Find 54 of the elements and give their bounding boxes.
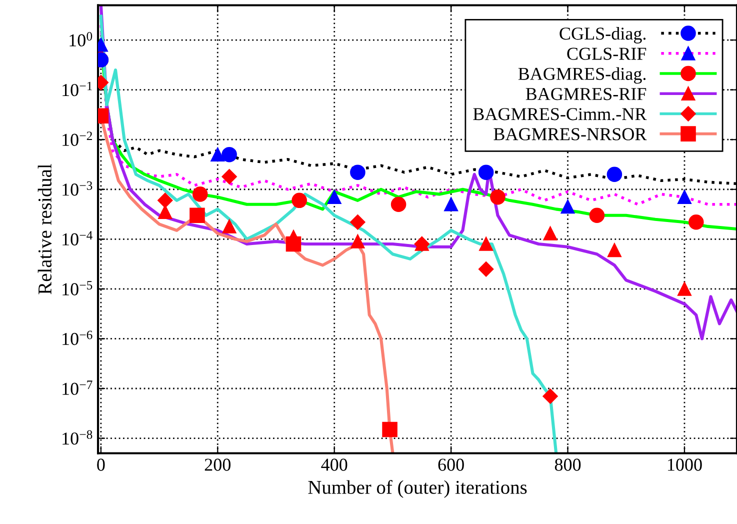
y-tick-label: 10$^{−1}$ — [62, 82, 92, 96]
point — [606, 166, 622, 182]
point — [560, 200, 575, 214]
x-tick-label: 800 — [554, 458, 581, 471]
point — [444, 197, 458, 212]
point — [589, 208, 605, 224]
point — [222, 169, 237, 184]
point — [350, 164, 366, 180]
legend-label: CGLS-RIF — [567, 48, 646, 60]
line-series — [100, 24, 737, 206]
point — [543, 226, 558, 240]
legend-label: BAGMRES-RIF — [526, 88, 646, 100]
point — [382, 422, 398, 438]
point — [158, 192, 173, 208]
legend-label: BAGMRES-NRSOR — [494, 128, 647, 140]
line-series — [99, 5, 737, 340]
point — [190, 208, 205, 224]
y-tick-label: 10$^{−2}$ — [62, 132, 92, 146]
point — [478, 262, 494, 277]
x-tick-label: 0 — [97, 458, 105, 471]
point — [688, 214, 704, 230]
legend-label: CGLS-diag. — [560, 27, 646, 44]
point — [158, 205, 172, 220]
x-axis-title: Number of (outer) iterations — [308, 480, 527, 498]
y-axis-title: Relative residual — [38, 164, 52, 294]
x-tick-label: 400 — [321, 458, 348, 471]
point — [390, 196, 406, 212]
point — [479, 237, 494, 251]
point — [490, 189, 506, 205]
y-tick-label: 10$^{−6}$ — [62, 330, 92, 346]
y-tick-label: 10$^{−4}$ — [62, 231, 92, 246]
x-tick-label: 200 — [204, 458, 230, 471]
legend-label: BAGMRES-diag. — [518, 67, 646, 84]
point — [350, 234, 365, 248]
y-tick-label: 10$^{0}$ — [70, 32, 92, 46]
point — [292, 192, 307, 208]
point — [210, 148, 225, 162]
point — [192, 186, 208, 202]
point — [222, 146, 237, 162]
x-tick-label: 600 — [438, 458, 464, 471]
point — [222, 220, 236, 234]
point — [478, 164, 494, 180]
x-tick-label: 1000 — [668, 458, 702, 471]
point — [327, 190, 342, 204]
y-tick-label: 10$^{−8}$ — [62, 430, 92, 445]
y-tick-label: 10$^{−7}$ — [62, 380, 92, 395]
legend-label: BAGMRES-Cimm.-NR — [473, 108, 647, 120]
point — [608, 243, 622, 258]
point — [542, 388, 558, 404]
y-tick-label: 10$^{−5}$ — [62, 281, 92, 296]
point — [350, 214, 366, 230]
point — [678, 190, 692, 204]
point — [678, 282, 692, 296]
y-tick-label: 10$^{−3}$ — [62, 181, 92, 196]
